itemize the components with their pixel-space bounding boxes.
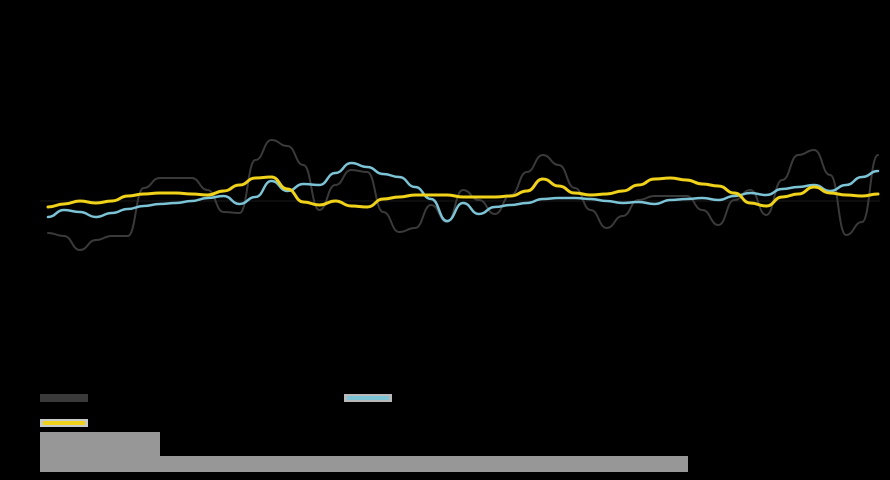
series-1-line: [47, 139, 879, 251]
legend-item-series-3[interactable]: Series 3: [40, 416, 140, 430]
legend-label: Series 2: [400, 391, 445, 405]
legend-swatch-dark-icon: [40, 394, 88, 402]
legend-item-series-1[interactable]: Series 1: [40, 391, 140, 405]
series-3-line: [46, 175, 880, 209]
legend-item-series-2[interactable]: Series 2: [344, 391, 444, 405]
source-note-line-1: [40, 432, 160, 456]
line-chart: [40, 139, 880, 251]
legend: Series 1 Series 2 Series 3: [0, 380, 890, 430]
legend-label: Series 1: [96, 391, 141, 405]
source-note-line-2: [40, 456, 688, 472]
series-layer: [46, 139, 880, 251]
legend-swatch-yellow-icon: [40, 419, 88, 427]
legend-label: Series 3: [96, 416, 141, 430]
legend-swatch-blue-icon: [344, 394, 392, 402]
